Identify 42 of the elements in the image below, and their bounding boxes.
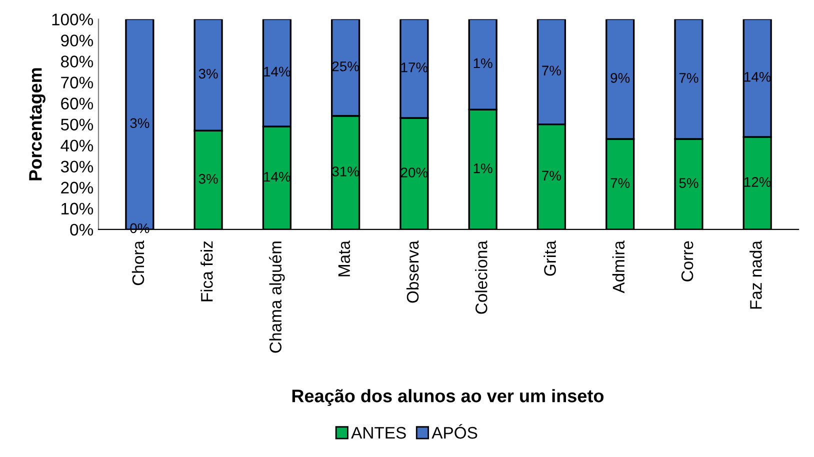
annotation: 14%	[264, 66, 290, 76]
x-tick-label: Observa	[406, 240, 419, 303]
y-tick-label: 80%	[61, 56, 94, 68]
annotation: 7%	[679, 73, 698, 83]
y-tick-label: 100%	[52, 14, 94, 26]
x-tick-label: Grita	[544, 240, 556, 276]
x-tick-label: Coleciona	[475, 240, 488, 314]
x-tick-label: Admira	[612, 240, 625, 294]
annotation: 25%	[332, 61, 359, 72]
annotation: 7%	[610, 178, 630, 188]
x-tick-label: Chama alguém	[269, 242, 285, 353]
y-tick-label: 20%	[61, 182, 94, 194]
annotation: 31%	[332, 166, 359, 176]
y-axis-title: Porcentagem	[29, 68, 46, 180]
annotation: 14%	[264, 172, 290, 182]
y-tick-label: 30%	[60, 160, 94, 173]
legend-label: APÓS	[432, 424, 478, 439]
annotation: 5%	[679, 178, 698, 188]
annotation: 3%	[198, 68, 218, 79]
annotation: 3%	[198, 174, 218, 184]
x-axis-title: Reação dos alunos ao ver um inseto	[292, 389, 604, 406]
x-tick-label: Mata	[338, 240, 350, 276]
annotation: 3%	[130, 118, 150, 128]
annotation: 14%	[744, 72, 771, 82]
x-tick-label: Corre	[681, 241, 694, 282]
y-tick-label: 10%	[62, 202, 94, 215]
x-tick-label: Fica feiz	[200, 241, 213, 302]
annotation: 1%	[474, 163, 492, 174]
annotation: 12%	[744, 177, 771, 187]
y-tick-label: 50%	[60, 118, 94, 131]
y-tick-label: 60%	[61, 98, 94, 110]
y-tick-label: 70%	[61, 76, 94, 88]
annotation: 1%	[474, 58, 492, 68]
annotation: 7%	[542, 66, 562, 76]
x-tick-label: Faz nada	[750, 240, 762, 309]
x-tick-label: Chora	[132, 240, 144, 286]
y-tick-label: 0%	[70, 224, 94, 236]
legend-label: ANTES	[351, 426, 406, 439]
y-tick-label: 40%	[60, 140, 94, 152]
annotation: 9%	[610, 73, 630, 83]
y-tick-label: 90%	[61, 34, 94, 46]
annotation: 7%	[542, 170, 562, 181]
